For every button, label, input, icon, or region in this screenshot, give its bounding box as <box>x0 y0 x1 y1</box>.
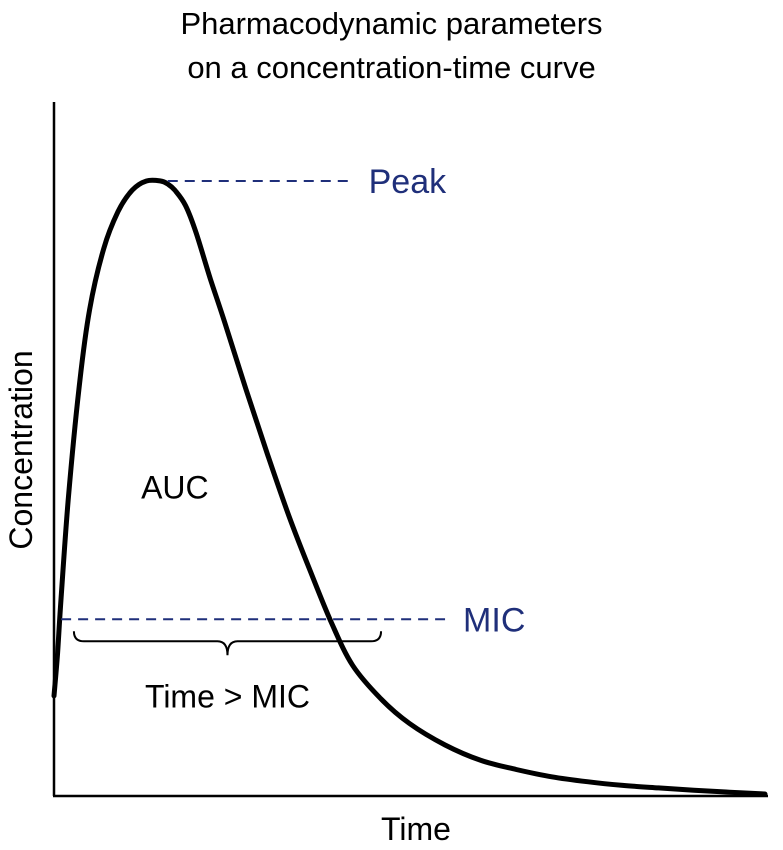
mic-label: MIC <box>463 601 525 639</box>
y-axis-label: Concentration <box>3 350 39 549</box>
chart-title-line-2: on a concentration-time curve <box>187 50 596 85</box>
concentration-curve <box>51 177 768 797</box>
auc-label: AUC <box>141 470 209 506</box>
x-axis-label: Time <box>381 811 451 847</box>
peak-label: Peak <box>369 163 447 201</box>
chart-title: Pharmacodynamic parameters on a concentr… <box>0 2 783 90</box>
time-above-mic-brace <box>72 631 383 656</box>
chart-title-line-1: Pharmacodynamic parameters <box>180 6 603 41</box>
time-above-mic-label: Time > MIC <box>145 678 310 714</box>
